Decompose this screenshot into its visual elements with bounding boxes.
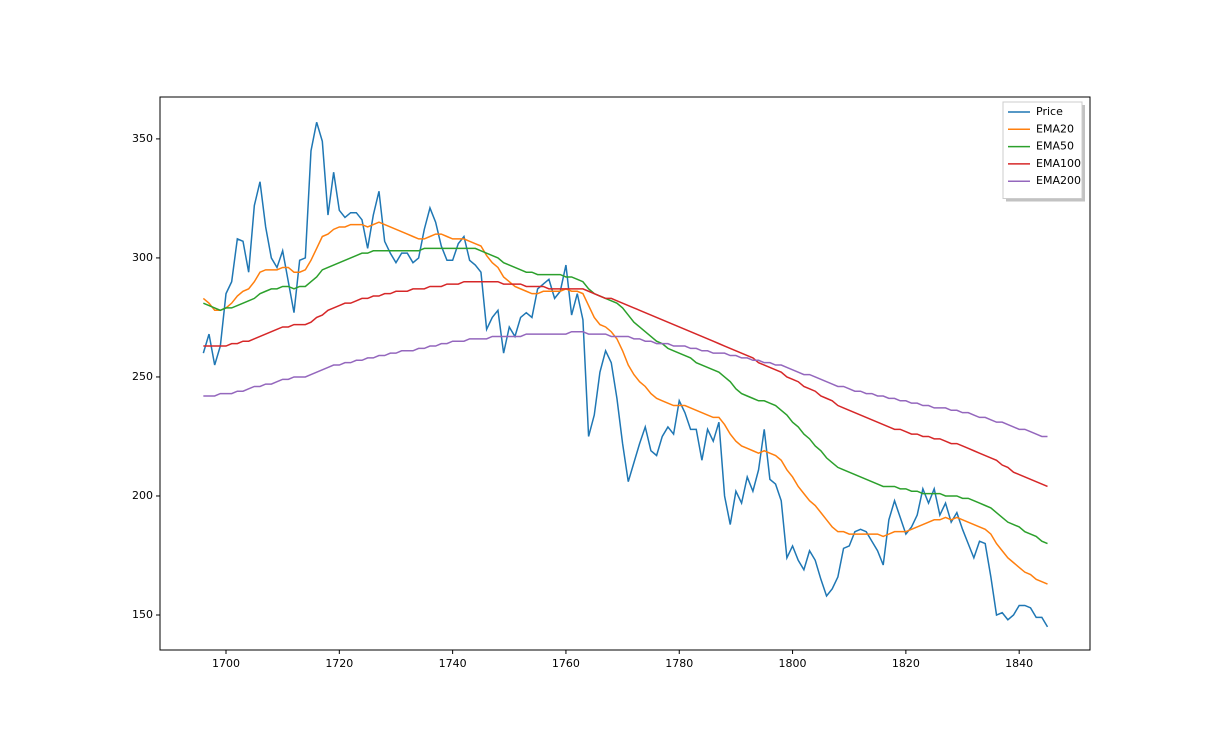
x-tick-label: 1740	[439, 657, 467, 670]
series-line	[203, 330, 1048, 438]
legend-label: EMA20	[1036, 122, 1074, 135]
x-tick-label: 1840	[1005, 657, 1033, 670]
x-tick-label: 1720	[325, 657, 353, 670]
y-tick-label: 150	[132, 608, 153, 621]
legend-label: Price	[1036, 105, 1063, 118]
series-line	[203, 280, 1048, 488]
axes-frame	[159, 96, 1091, 651]
series-line	[202, 221, 1048, 585]
y-tick-label: 300	[132, 251, 153, 264]
y-tick-label: 250	[132, 370, 153, 383]
y-tick-label: 200	[132, 489, 153, 502]
x-tick-label: 1760	[552, 657, 580, 670]
legend-label: EMA200	[1036, 174, 1081, 187]
x-tick-label: 1820	[892, 657, 920, 670]
y-tick-label: 350	[132, 132, 153, 145]
legend: Price EMA20 EMA50 EMA100 EMA200	[1002, 101, 1085, 202]
legend-label: EMA100	[1036, 157, 1081, 170]
x-tick-label: 1800	[779, 657, 807, 670]
x-tick-label: 1780	[665, 657, 693, 670]
series-line	[202, 122, 1049, 628]
legend-label: EMA50	[1036, 140, 1074, 153]
legend-box	[1002, 101, 1083, 199]
plot-area	[202, 122, 1049, 628]
series-line	[203, 247, 1048, 545]
x-tick-label: 1700	[212, 657, 240, 670]
